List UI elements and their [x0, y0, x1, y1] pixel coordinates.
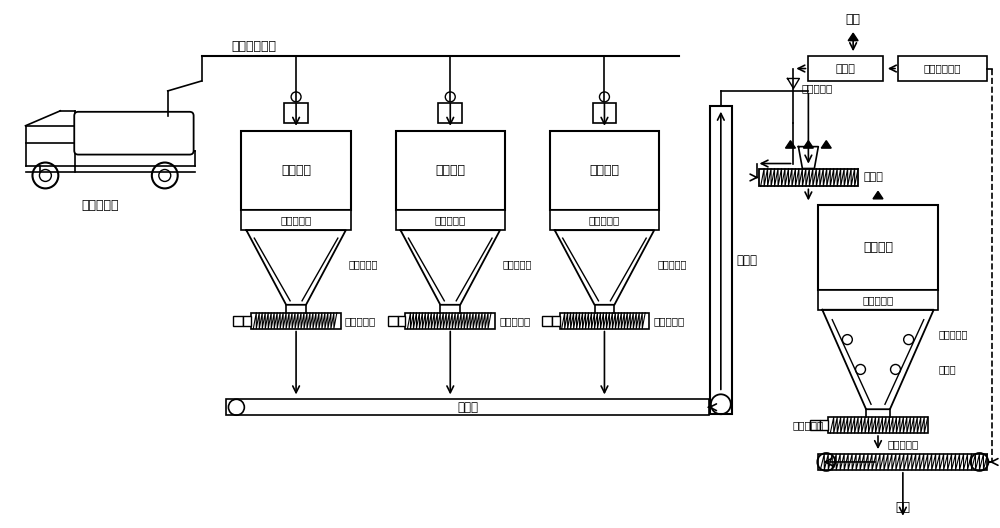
Bar: [759, 168, 858, 186]
Text: 消解简仓: 消解简仓: [863, 241, 893, 254]
Text: 称重传感器: 称重传感器: [862, 295, 894, 305]
FancyBboxPatch shape: [74, 112, 194, 155]
Bar: [226, 399, 709, 415]
Bar: [560, 313, 649, 328]
Bar: [818, 454, 987, 470]
Bar: [808, 56, 883, 81]
Bar: [818, 205, 938, 290]
Text: 称重传感器: 称重传感器: [280, 215, 312, 225]
Text: 配料简仓: 配料简仓: [589, 164, 619, 177]
Bar: [710, 106, 732, 414]
Text: 仓壁振动器: 仓壁振动器: [503, 259, 532, 269]
Text: 出料: 出料: [895, 501, 910, 514]
Bar: [828, 417, 928, 433]
Polygon shape: [848, 33, 858, 41]
Bar: [550, 210, 659, 230]
Polygon shape: [785, 140, 795, 148]
Bar: [233, 316, 243, 326]
Text: 定量给料机: 定量给料机: [653, 316, 684, 326]
Text: 密闭粉罐车: 密闭粉罐车: [81, 199, 119, 212]
Text: 定量给料机: 定量给料机: [499, 316, 530, 326]
Text: 配料简仓: 配料简仓: [435, 164, 465, 177]
Text: 仓壁振动器: 仓壁振动器: [939, 329, 968, 340]
Bar: [820, 420, 828, 430]
Text: 加水: 加水: [846, 13, 861, 26]
Bar: [818, 290, 938, 310]
Text: 仓壁振动器: 仓壁振动器: [349, 259, 378, 269]
Text: 定量给料机: 定量给料机: [345, 316, 376, 326]
Polygon shape: [821, 140, 831, 148]
Bar: [284, 103, 308, 122]
Text: 水汽收集系统: 水汽收集系统: [924, 63, 961, 73]
Text: 刮板机: 刮板机: [457, 401, 478, 414]
Bar: [241, 210, 351, 230]
Bar: [396, 210, 505, 230]
Text: 仓壁振动器: 仓壁振动器: [657, 259, 687, 269]
Bar: [396, 131, 505, 210]
Text: 空气炮: 空气炮: [939, 364, 956, 374]
Text: 加湿机: 加湿机: [863, 173, 883, 183]
Bar: [388, 316, 398, 326]
Bar: [243, 316, 251, 326]
Bar: [552, 316, 560, 326]
Bar: [405, 313, 495, 328]
Bar: [398, 316, 405, 326]
Bar: [593, 103, 616, 122]
Bar: [810, 420, 820, 430]
Bar: [898, 56, 987, 81]
Text: 集水箱: 集水箱: [836, 63, 856, 73]
Bar: [241, 131, 351, 210]
Polygon shape: [873, 191, 883, 199]
Bar: [542, 316, 552, 326]
Text: 配料简仓: 配料简仓: [281, 164, 311, 177]
Bar: [251, 313, 341, 328]
Text: 定量给料机: 定量给料机: [887, 439, 918, 449]
Polygon shape: [803, 140, 813, 148]
Text: 斗提机: 斗提机: [737, 253, 758, 267]
Bar: [550, 131, 659, 210]
Text: 圆盘出料机: 圆盘出料机: [792, 420, 823, 430]
Text: 水量调节阀: 水量调节阀: [801, 83, 833, 93]
Text: 称重传感器: 称重传感器: [435, 215, 466, 225]
Text: 气力输灰管道: 气力输灰管道: [231, 40, 276, 53]
Bar: [438, 103, 462, 122]
Text: 称重传感器: 称重传感器: [589, 215, 620, 225]
